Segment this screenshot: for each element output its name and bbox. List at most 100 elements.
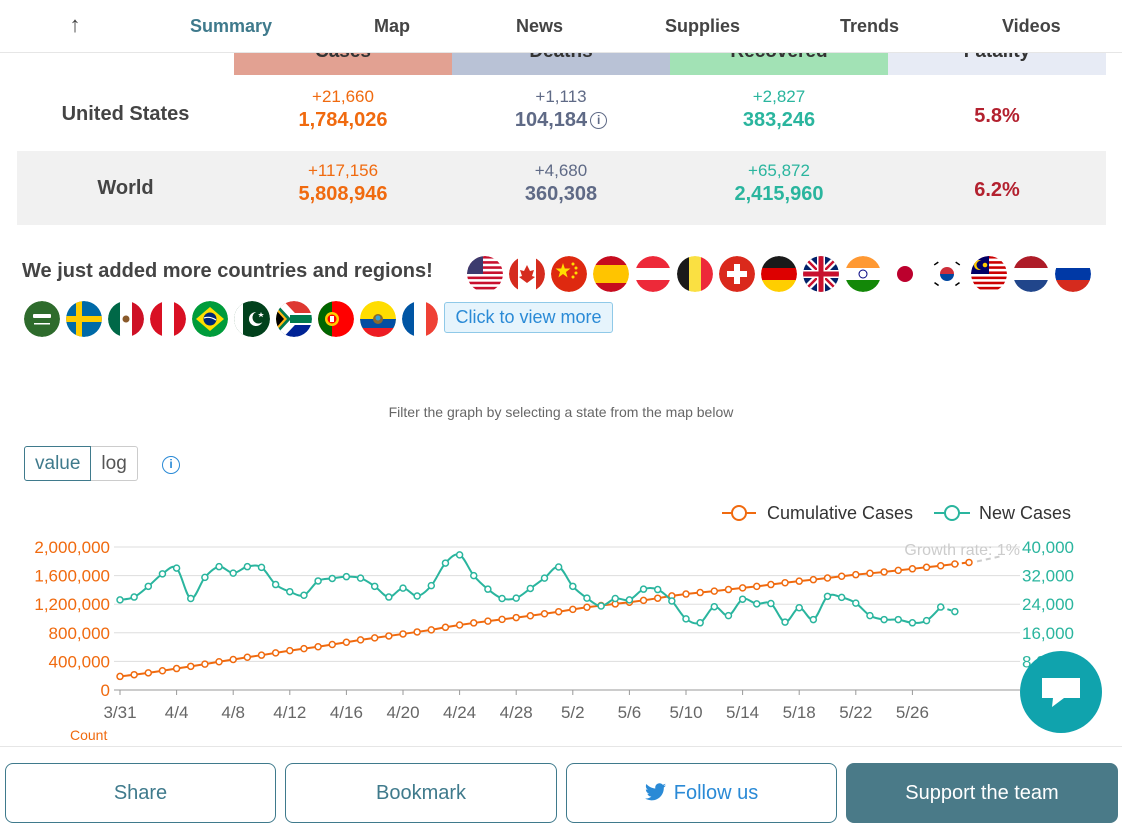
flag-saudi-arabia-icon[interactable] [24,301,60,337]
data-point [484,585,492,593]
view-more-button[interactable]: Click to view more [444,302,613,333]
stats-row-world: World +117,156 5,808,946 +4,680 360,308 … [17,151,1106,225]
data-point [922,616,931,625]
follow-us-label: Follow us [673,782,759,804]
flag-austria-icon[interactable] [635,256,671,292]
info-icon[interactable]: i [590,112,608,130]
flag-china-icon[interactable] [551,256,587,292]
top-nav: ↑ Summary Map News Supplies Trends Video… [0,0,1122,53]
legend-label: Cumulative Cases [767,503,913,523]
left-tick-label: 1,600,000 [34,567,110,586]
data-point [583,594,591,602]
data-point [781,579,789,587]
data-point [837,572,846,580]
data-point [781,618,789,626]
filter-note: Filter the graph by selecting a state fr… [388,404,734,420]
data-point [356,636,365,644]
flag-germany-icon[interactable] [761,256,797,292]
scale-value-button[interactable]: value [24,446,92,481]
cases-cell: +117,156 5,808,946 [234,161,452,207]
tab-videos[interactable]: Videos [1002,16,1061,36]
data-point [512,613,520,622]
data-point [569,605,577,614]
chat-button[interactable] [1020,651,1102,733]
x-tick-label: 4/28 [500,703,533,722]
left-tick-label: 0 [101,681,110,700]
deaths-delta: +1,113 [535,87,587,106]
flag-france-icon[interactable] [402,301,438,337]
flag-brazil-icon[interactable] [192,301,228,337]
data-point [682,590,690,598]
flag-peru-icon[interactable] [150,301,186,337]
flag-canada-icon[interactable] [509,256,545,292]
flag-russia-icon[interactable] [1055,256,1091,292]
data-point [738,595,747,603]
data-point [936,561,945,570]
tab-summary[interactable]: Summary [190,16,273,36]
flag-pakistan-icon[interactable] [234,301,270,337]
info-icon[interactable]: i [162,456,180,474]
flag-sweden-icon[interactable] [66,301,102,337]
tab-news[interactable]: News [516,16,564,36]
chat-icon [1042,678,1080,707]
data-point [342,572,351,581]
data-point [470,571,478,580]
flag-uk-icon[interactable] [803,256,839,292]
data-point [158,667,167,675]
data-point [243,562,252,571]
flag-belgium-icon[interactable] [677,256,713,292]
flag-japan-icon[interactable] [887,256,923,292]
x-tick-label: 4/12 [273,703,306,722]
x-tick-label: 4/24 [443,703,476,722]
cases-total: 1,784,026 [298,109,388,131]
row-name: United States [61,103,190,125]
data-point [767,580,775,589]
data-point [639,585,648,593]
legend-marker [731,505,747,521]
tab-trends[interactable]: Trends [840,16,900,36]
data-point [116,672,124,681]
data-point [951,607,959,616]
data-point [951,560,959,568]
x-tick-label: 5/10 [669,703,702,722]
arrow-up-icon[interactable]: ↑ [69,12,81,37]
header-recovered: Recovered [670,53,888,75]
support-team-button[interactable]: Support the team [846,763,1118,823]
tab-map[interactable]: Map [374,16,410,36]
data-point [795,577,803,585]
header-deaths: Deaths [452,53,670,75]
x-tick-label: 4/20 [386,703,419,722]
flag-malaysia-icon[interactable] [971,256,1007,292]
tab-supplies[interactable]: Supplies [665,16,741,36]
data-point [795,604,803,612]
data-point [908,619,917,627]
flag-south-africa-icon[interactable] [276,301,312,337]
deaths-total: 104,184 [514,109,588,131]
flag-us-icon[interactable] [467,256,503,292]
data-point [370,582,379,591]
flag-portugal-icon[interactable] [318,301,354,337]
share-button[interactable]: Share [5,763,276,823]
flag-south-korea-icon[interactable] [929,256,965,292]
data-point [639,596,648,605]
data-point [455,621,464,629]
flag-spain-icon[interactable] [593,256,629,292]
x-tick-label: 4/8 [221,703,245,722]
data-point [370,634,379,642]
bookmark-button[interactable]: Bookmark [285,763,557,823]
data-point [441,623,450,632]
flag-ecuador-icon[interactable] [360,301,396,337]
scale-log-button[interactable]: log [91,446,138,481]
flag-switzerland-icon[interactable] [719,256,755,292]
flag-netherlands-icon[interactable] [1013,256,1049,292]
left-tick-label: 2,000,000 [34,538,110,557]
follow-us-button[interactable]: Follow us [566,763,837,823]
twitter-icon [644,782,666,801]
x-tick-label: 4/16 [330,703,363,722]
data-point [837,593,846,602]
data-point [852,599,860,607]
stats-row-united-states: United States +21,660 1,784,026 +1,113 1… [17,77,1106,151]
flag-mexico-icon[interactable] [108,301,144,337]
growth-rate-annotation: Growth rate: 1% [904,542,1020,559]
flag-india-icon[interactable] [845,256,881,292]
